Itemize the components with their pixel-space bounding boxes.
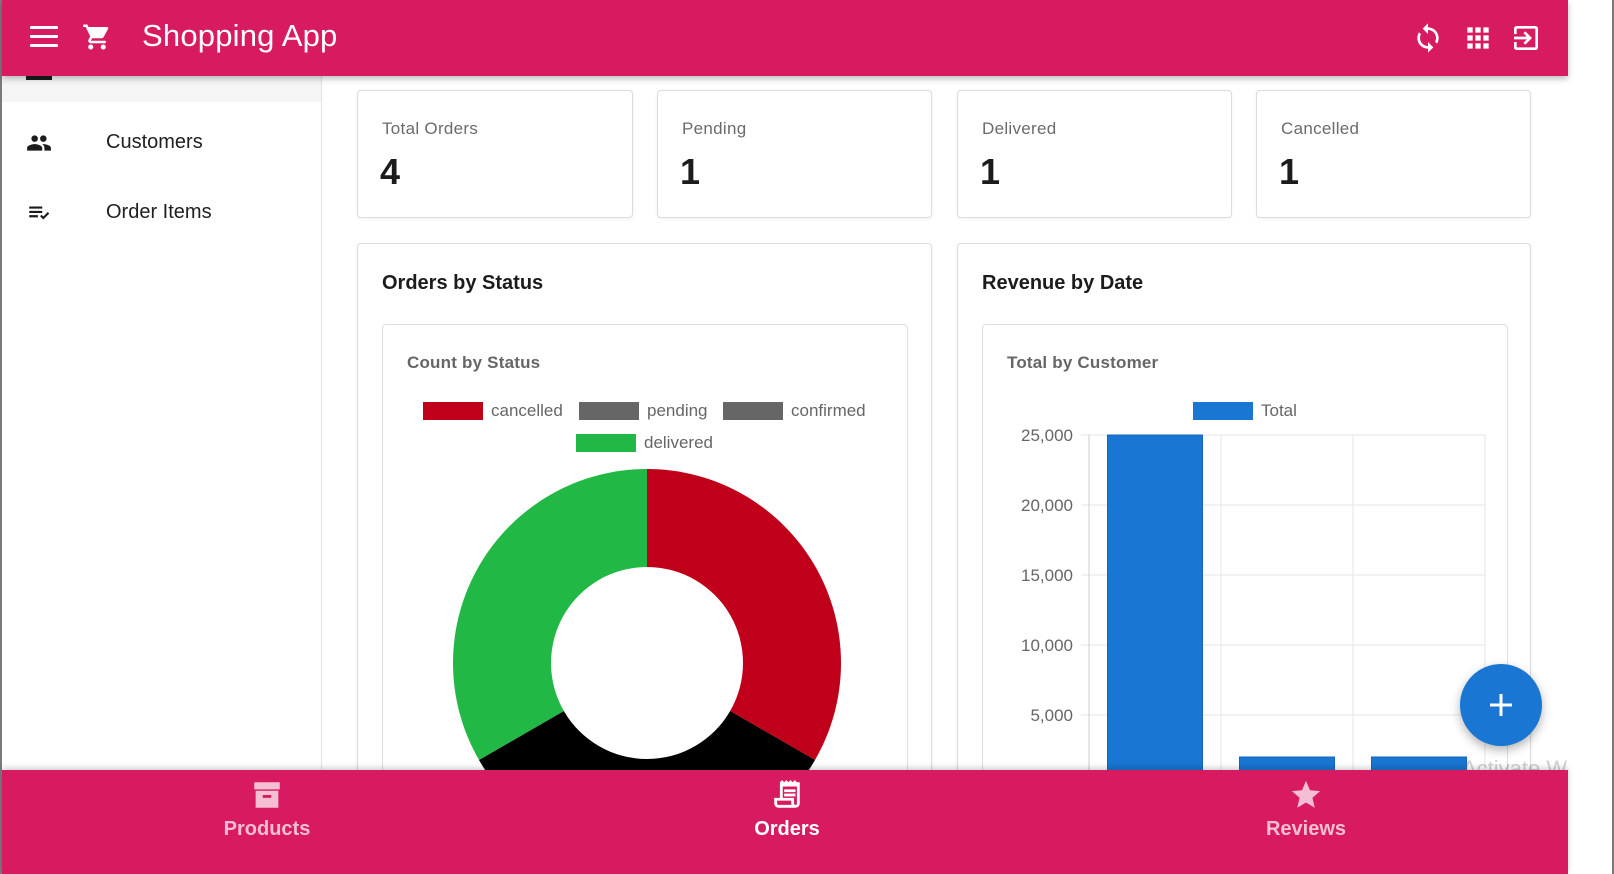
stat-label: Delivered — [982, 119, 1057, 138]
legend-label: cancelled — [491, 401, 563, 420]
app-title: Shopping App — [142, 18, 338, 53]
bar-1[interactable] — [1106, 434, 1204, 824]
bar-chart: 25,000 20,000 15,000 10,000 5,000 — [1021, 426, 1486, 824]
checklist-icon — [29, 206, 50, 220]
stat-value: 1 — [1279, 151, 1300, 192]
drawer-item-customers[interactable]: Customers — [2, 108, 321, 178]
app-bar: Shopping App — [2, 0, 1568, 76]
drawer-item-label: Order Items — [106, 201, 212, 223]
stat-card-cancelled: Cancelled 1 — [1256, 90, 1531, 218]
legend-label: pending — [647, 401, 708, 420]
partial-icon — [26, 76, 52, 80]
legend-label: confirmed — [791, 401, 866, 420]
bottom-nav-products[interactable]: Products — [117, 770, 417, 874]
legend-swatch — [579, 402, 639, 420]
legend-swatch — [1193, 402, 1253, 420]
stat-card-total-orders: Total Orders 4 — [357, 90, 633, 218]
y-tick-label: 25,000 — [1021, 426, 1073, 445]
archive-icon — [254, 782, 280, 808]
stat-card-delivered: Delivered 1 — [957, 90, 1232, 218]
revenue-chart-card: Total by Customer Total 25,000 20,000 15,0… — [982, 324, 1508, 824]
legend-label: Total — [1261, 401, 1297, 420]
stat-card-pending: Pending 1 — [657, 90, 932, 218]
refresh-icon[interactable] — [1412, 22, 1444, 54]
status-chart-card: Count by Status cancelled pending confir… — [382, 324, 908, 824]
y-tick-label: 15,000 — [1021, 566, 1073, 585]
drawer-item-label: Customers — [106, 131, 203, 153]
donut-slice-delivered[interactable] — [453, 469, 647, 760]
donut-chart — [453, 469, 841, 823]
orders-by-status-panel: Orders by Status Count by Status cancell… — [357, 243, 932, 843]
bottom-nav-label: Orders — [754, 818, 820, 840]
receipt-icon — [774, 780, 800, 808]
panel-title: Orders by Status — [382, 272, 544, 294]
people-icon — [27, 135, 51, 151]
legend-label: delivered — [644, 433, 713, 452]
stat-label: Total Orders — [382, 119, 479, 138]
stat-label: Pending — [682, 119, 747, 138]
y-tick-label: 10,000 — [1021, 636, 1073, 655]
revenue-by-date-panel: Revenue by Date Total by Customer Total … — [957, 243, 1531, 843]
chart-title: Count by Status — [407, 353, 541, 372]
legend-swatch — [423, 402, 483, 420]
panel-title: Revenue by Date — [982, 272, 1144, 294]
chart-title: Total by Customer — [1007, 353, 1159, 372]
star-icon — [1291, 780, 1321, 808]
stat-label: Cancelled — [1281, 119, 1360, 138]
bottom-navigation: Products Orders Reviews — [2, 770, 1568, 874]
bottom-nav-reviews[interactable]: Reviews — [1156, 770, 1456, 874]
y-tick-label: 20,000 — [1021, 496, 1073, 515]
stat-value: 1 — [680, 151, 701, 192]
bottom-nav-label: Reviews — [1265, 818, 1347, 840]
donut-slice-cancelled[interactable] — [647, 469, 841, 760]
bottom-nav-orders[interactable]: Orders — [637, 770, 937, 874]
plus-icon — [1490, 694, 1512, 716]
stat-value: 1 — [980, 151, 1001, 192]
drawer-item-order-items[interactable]: Order Items — [2, 178, 321, 248]
cart-icon — [83, 24, 109, 50]
y-tick-label: 5,000 — [1030, 706, 1073, 725]
menu-icon[interactable] — [30, 26, 58, 50]
legend-swatch — [576, 434, 636, 452]
logout-icon[interactable] — [1510, 22, 1542, 54]
legend-swatch — [723, 402, 783, 420]
apps-grid-icon[interactable] — [1462, 22, 1494, 54]
stat-value: 4 — [380, 151, 401, 192]
side-drawer: Customers Order Items — [2, 76, 322, 776]
add-fab-button[interactable] — [1460, 664, 1542, 746]
drawer-item-partial[interactable] — [2, 76, 321, 102]
bottom-nav-label: Products — [223, 818, 311, 840]
